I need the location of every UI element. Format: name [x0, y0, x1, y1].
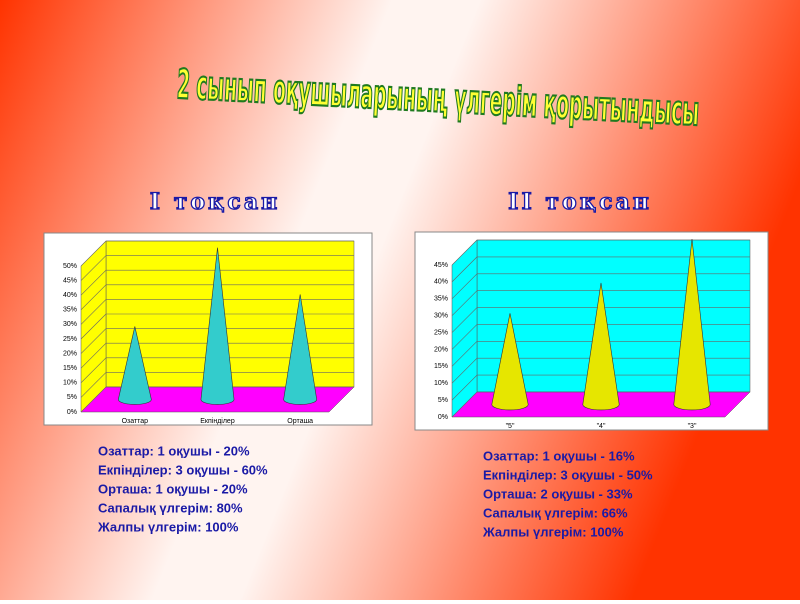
y-tick-label: 10% [63, 380, 77, 387]
y-tick-label: 20% [434, 346, 448, 353]
chart-title: I тоқсан [150, 189, 280, 215]
y-tick-label: 40% [434, 279, 448, 286]
note-line: Екпінділер: 3 оқушы - 60% [98, 462, 268, 477]
y-tick-label: 5% [67, 394, 77, 401]
cone [582, 282, 620, 411]
cone [491, 313, 529, 411]
grid-line [451, 374, 478, 401]
y-tick-label: 20% [63, 350, 77, 357]
grid-line [451, 307, 478, 333]
y-tick-label: 15% [63, 365, 77, 372]
note-line: Сапалық үлгерім: 66% [483, 505, 628, 520]
note-line: Жалпы үлгерім: 100% [97, 519, 239, 534]
grid-line [80, 342, 107, 369]
note-line: Озаттар: 1 оқушы - 20% [98, 443, 250, 458]
x-tick-label: Озаттар [122, 418, 149, 425]
y-tick-label: 0% [67, 409, 77, 416]
y-tick-label: 45% [63, 277, 77, 284]
y-tick-label: 25% [63, 336, 77, 343]
y-tick-label: 50% [63, 263, 77, 270]
grid-line [451, 391, 478, 418]
grid-line [80, 299, 107, 325]
note-line: Орташа: 2 оқушы - 33% [483, 486, 633, 501]
y-tick-label: 0% [438, 414, 448, 421]
cone [283, 294, 318, 405]
y-tick-label: 30% [63, 321, 77, 328]
grid-line [80, 386, 107, 413]
grid-line [80, 284, 107, 311]
grid-line [80, 269, 107, 296]
y-tick-label: 45% [434, 262, 448, 269]
grid-line [80, 357, 107, 384]
note-line: Орташа: 1 оқушы - 20% [98, 481, 248, 496]
note-line: Екпінділер: 3 оқушы - 50% [483, 467, 653, 482]
note-line: Сапалық үлгерім: 80% [98, 500, 243, 515]
grid-line [451, 358, 478, 384]
x-tick-label: Орташа [287, 418, 313, 425]
grid-line [451, 239, 478, 266]
x-tick-label: "4" [597, 423, 606, 430]
grid-line [451, 324, 478, 350]
x-tick-label: "3" [688, 423, 697, 430]
grid-line [451, 273, 478, 299]
x-tick-label: "5" [506, 423, 515, 430]
grid-line [451, 290, 478, 316]
grid-line [80, 240, 107, 267]
y-tick-label: 15% [434, 363, 448, 370]
note-line: Озаттар: 1 оқушы - 16% [483, 448, 635, 463]
cone [117, 326, 152, 405]
y-tick-label: 5% [438, 397, 448, 404]
y-tick-label: 35% [434, 296, 448, 303]
x-tick-label: Екпінділер [200, 417, 235, 425]
chart-title: II тоқсан [508, 189, 652, 215]
y-tick-label: 10% [434, 380, 448, 387]
grid-line [80, 372, 107, 398]
y-tick-label: 30% [434, 313, 448, 320]
cone [673, 238, 711, 411]
y-tick-label: 40% [63, 292, 77, 299]
grid-line [80, 255, 107, 281]
grid-line [80, 313, 107, 340]
cone [200, 247, 235, 405]
grid-line [451, 256, 478, 283]
grid-line [451, 341, 478, 367]
grid-line [80, 328, 107, 354]
y-tick-label: 35% [63, 307, 77, 314]
note-line: Жалпы үлгерім: 100% [482, 524, 624, 539]
y-tick-label: 25% [434, 329, 448, 336]
